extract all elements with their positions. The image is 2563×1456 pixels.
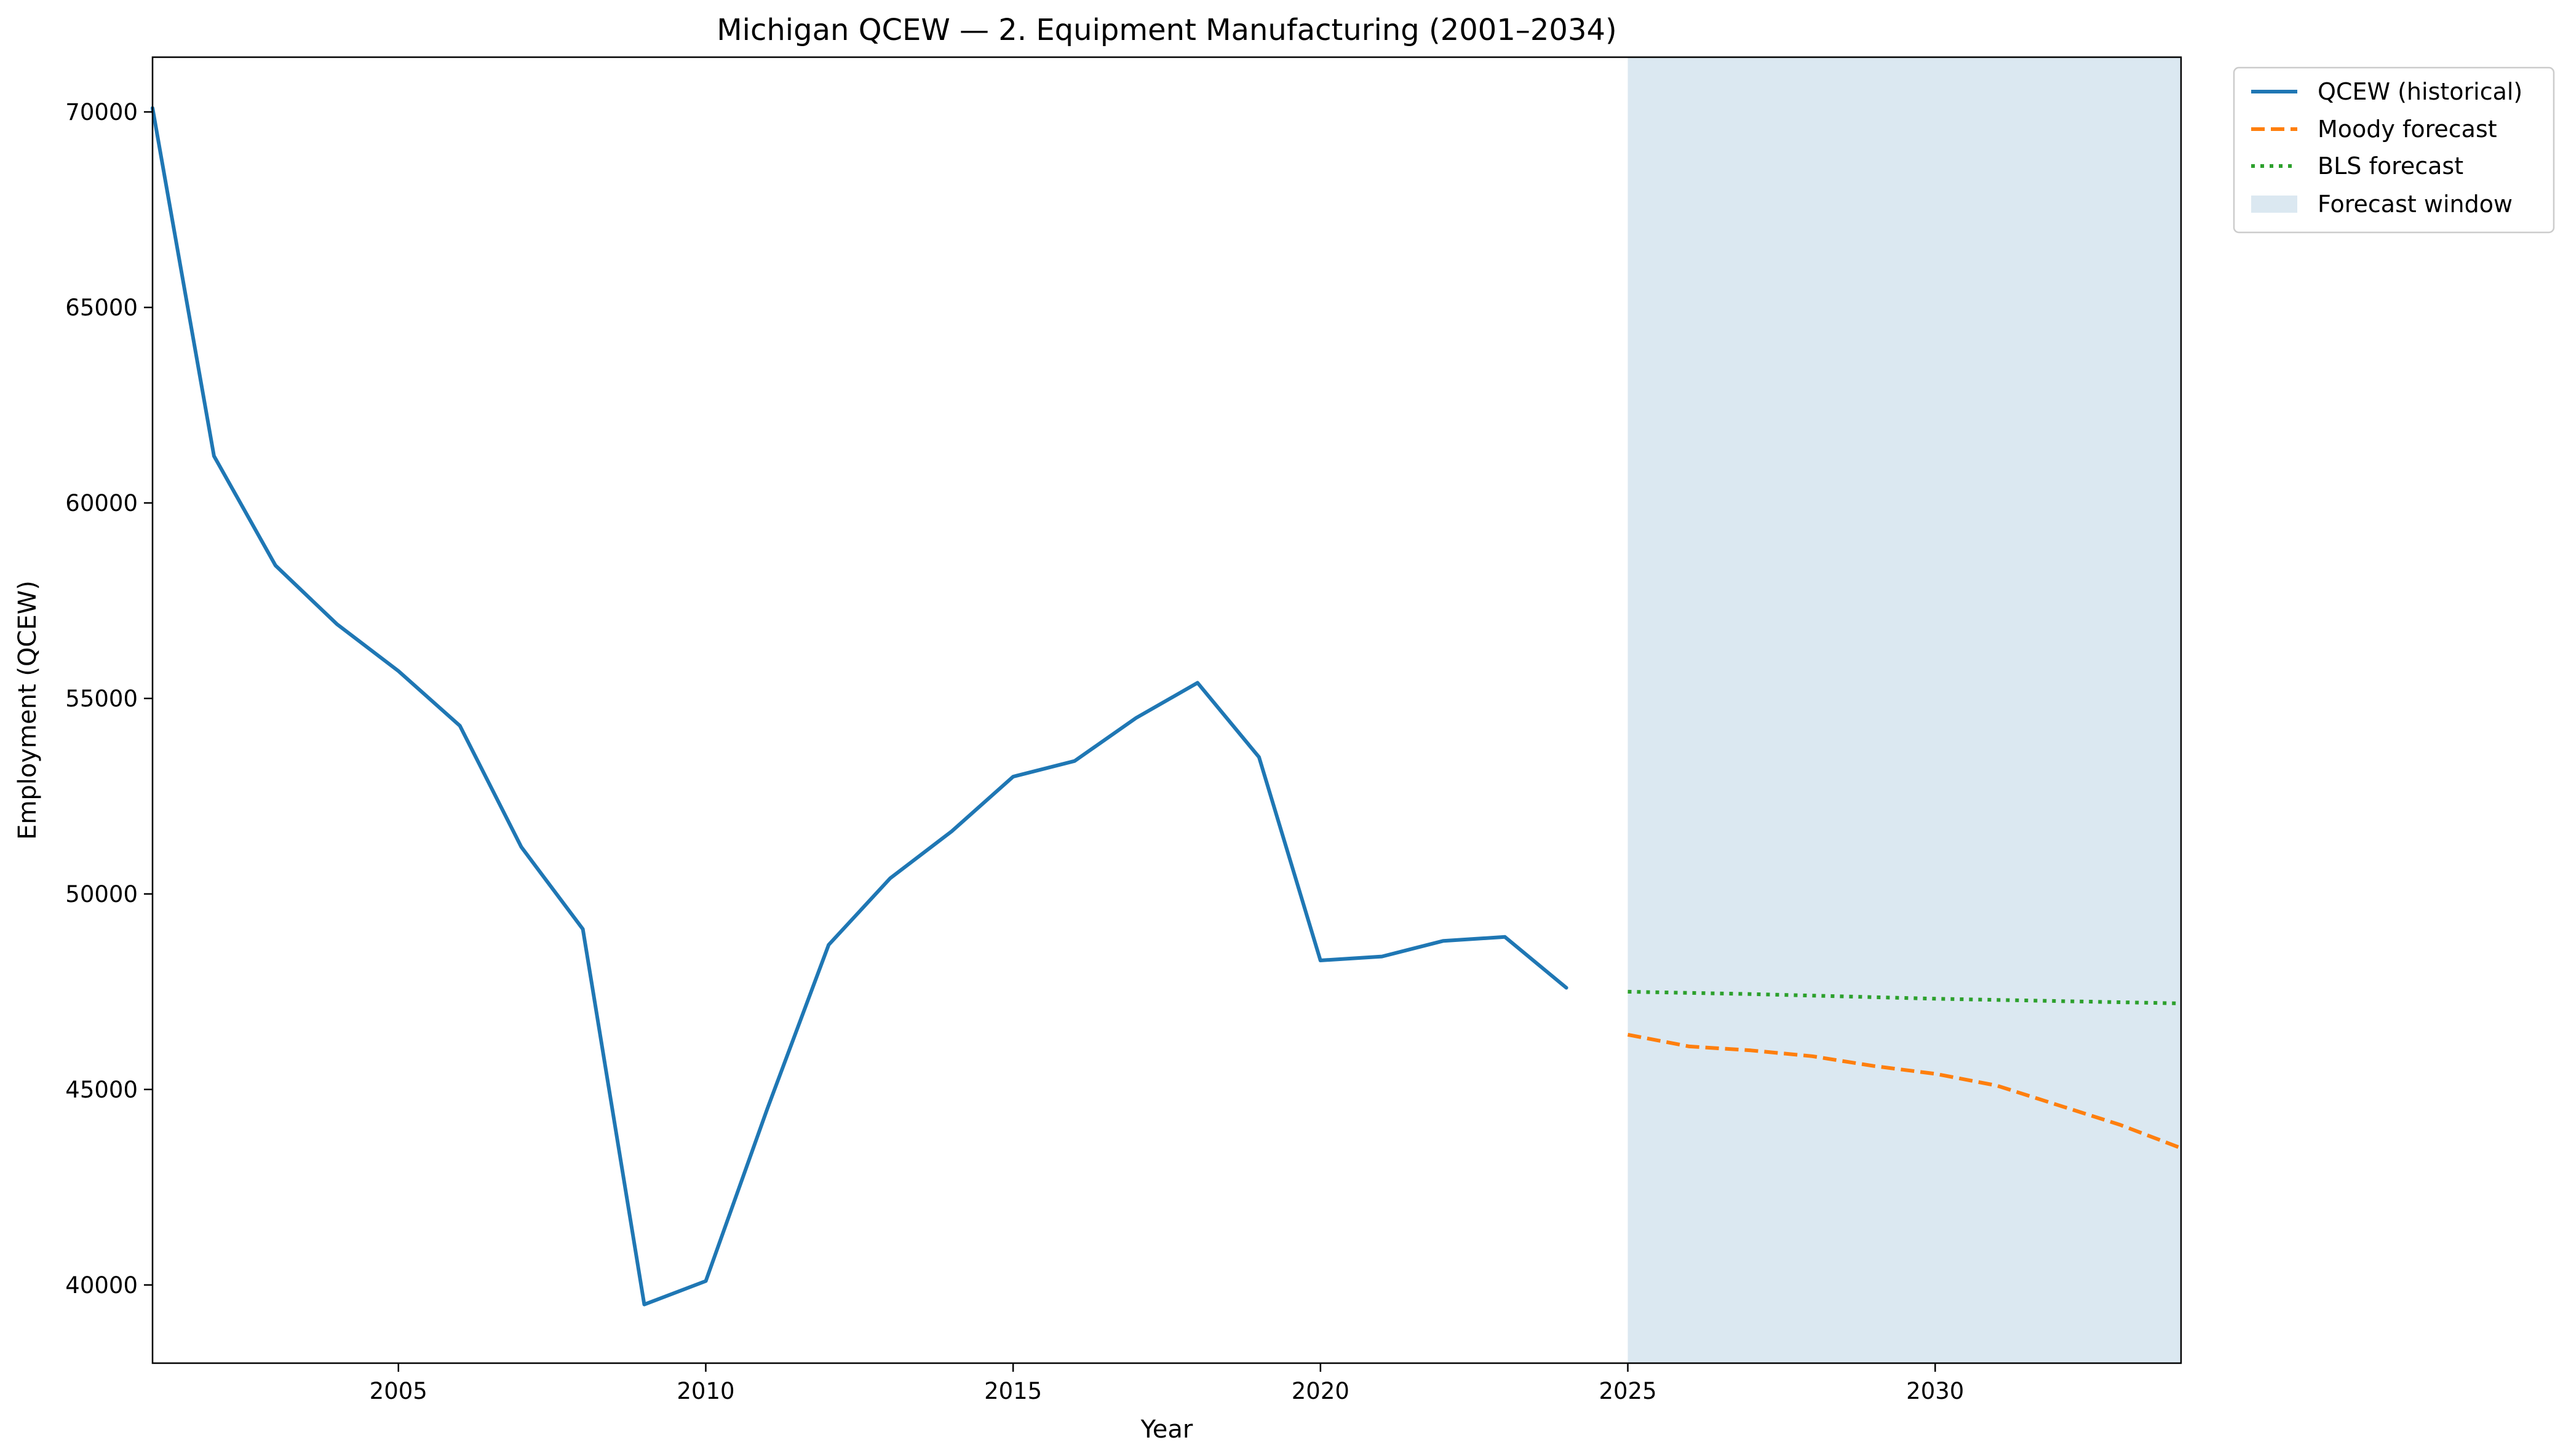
chart-title: Michigan QCEW — 2. Equipment Manufacturi… bbox=[717, 13, 1617, 47]
legend-swatch-forecast-window bbox=[2251, 196, 2297, 213]
y-axis: 40000 45000 50000 55000 60000 65000 70000 bbox=[65, 99, 153, 1299]
legend-label-moody-forecast: Moody forecast bbox=[2318, 116, 2497, 143]
plot-frame bbox=[151, 56, 2182, 1364]
y-tick-label: 70000 bbox=[65, 99, 138, 125]
y-tick-label: 65000 bbox=[65, 295, 138, 321]
y-tick-label: 40000 bbox=[65, 1272, 138, 1299]
legend: QCEW (historical) Moody forecast BLS for… bbox=[2233, 66, 2555, 234]
y-tick-label: 55000 bbox=[65, 686, 138, 712]
legend-label-qcew-historical: QCEW (historical) bbox=[2318, 78, 2522, 105]
forecast-window-layer bbox=[1627, 57, 2181, 1363]
x-tick-label: 2020 bbox=[1292, 1378, 1349, 1404]
legend-label-forecast-window: Forecast window bbox=[2318, 191, 2513, 218]
series-layer bbox=[151, 106, 2182, 1307]
x-tick-label: 2005 bbox=[370, 1378, 427, 1404]
y-tick-label: 50000 bbox=[65, 881, 138, 908]
x-tick-label: 2010 bbox=[677, 1378, 734, 1404]
x-tick-label: 2015 bbox=[984, 1378, 1042, 1404]
y-axis-label: Employment (QCEW) bbox=[14, 580, 42, 840]
x-axis: 2005 2010 2015 2020 2025 2030 bbox=[370, 1363, 1964, 1404]
legend-label-bls-forecast: BLS forecast bbox=[2318, 152, 2463, 180]
y-tick-label: 60000 bbox=[65, 490, 138, 516]
y-tick-label: 45000 bbox=[65, 1077, 138, 1103]
series-line-qcew-historical bbox=[151, 106, 1568, 1307]
x-tick-label: 2030 bbox=[1906, 1378, 1964, 1404]
legend-box bbox=[2233, 66, 2555, 234]
x-tick-label: 2025 bbox=[1599, 1378, 1656, 1404]
series-line-moody-forecast bbox=[1627, 1032, 2182, 1150]
forecast-window-band bbox=[1627, 57, 2181, 1363]
x-axis-label: Year bbox=[1140, 1415, 1193, 1444]
